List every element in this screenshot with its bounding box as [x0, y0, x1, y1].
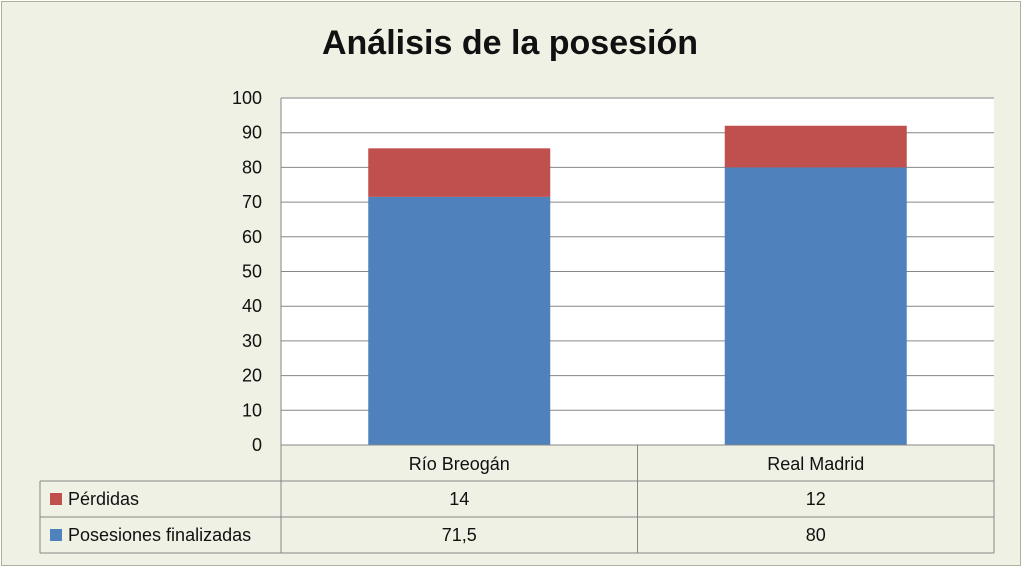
- y-tick-label: 10: [242, 400, 262, 420]
- chart-title: Análisis de la posesión: [321, 24, 698, 62]
- y-tick-label: 80: [242, 157, 262, 177]
- y-tick-label: 70: [242, 192, 262, 212]
- y-tick-label: 90: [242, 123, 262, 143]
- table-value: 71,5: [442, 525, 477, 545]
- legend-label: Posesiones finalizadas: [68, 525, 251, 545]
- bar: [368, 196, 551, 445]
- x-category-label: Río Breogán: [409, 454, 510, 474]
- x-category-label: Real Madrid: [767, 454, 864, 474]
- bar: [724, 125, 907, 168]
- table-value: 14: [449, 489, 469, 509]
- bar: [724, 167, 907, 445]
- y-tick-label: 60: [242, 227, 262, 247]
- table-value: 12: [806, 489, 826, 509]
- y-tick-label: 100: [232, 88, 262, 108]
- legend-key: [50, 529, 62, 541]
- y-tick-label: 0: [252, 435, 262, 455]
- bar: [368, 148, 551, 197]
- y-tick-label: 20: [242, 366, 262, 386]
- y-tick-label: 50: [242, 262, 262, 282]
- table-value: 80: [806, 525, 826, 545]
- y-tick-label: 30: [242, 331, 262, 351]
- y-tick-label: 40: [242, 296, 262, 316]
- legend-key: [50, 493, 62, 505]
- legend-label: Pérdidas: [68, 489, 139, 509]
